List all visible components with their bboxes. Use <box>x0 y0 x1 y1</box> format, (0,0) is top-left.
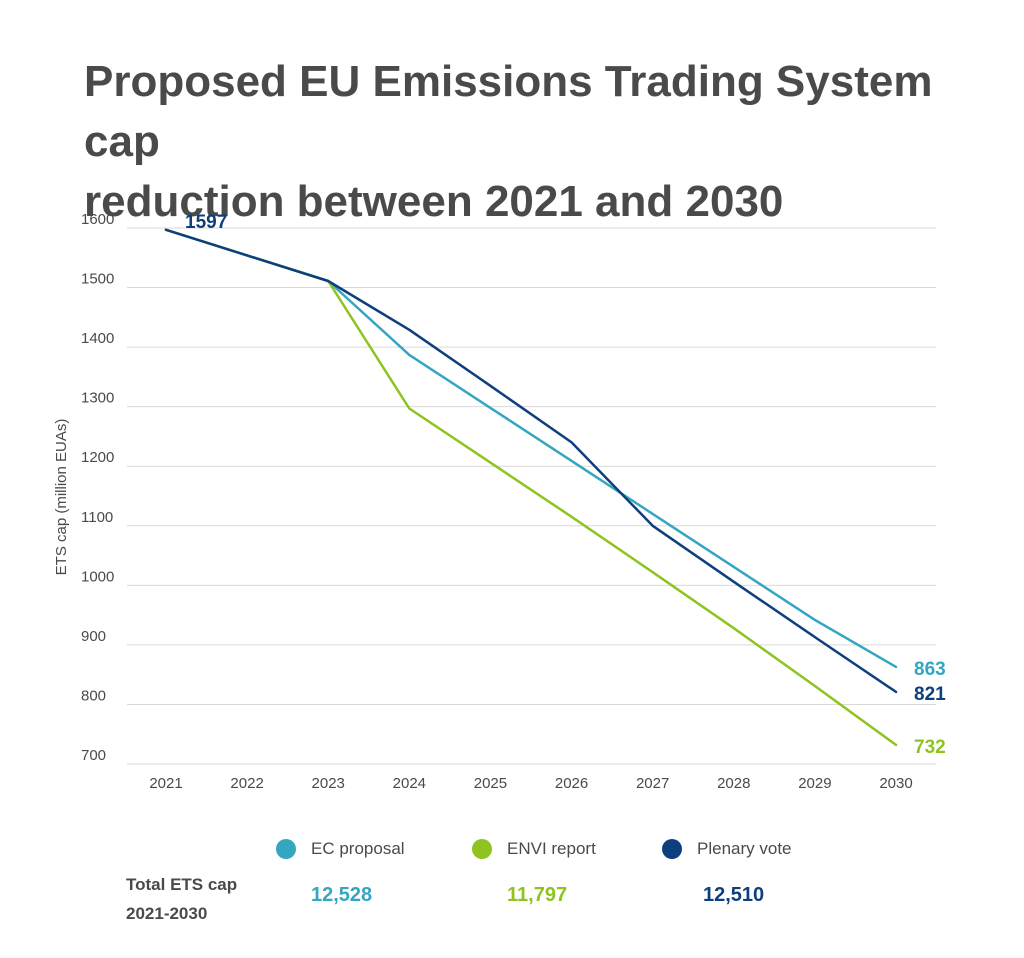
total-value-ec-proposal: 12,528 <box>311 884 373 906</box>
chart-title-line-1: Proposed EU Emissions Trading System cap <box>84 57 933 166</box>
totals-label-line-2: 2021-2030 <box>126 904 208 923</box>
series-line-plenary-vote <box>164 228 898 694</box>
x-tick-label-2023: 2023 <box>312 775 345 792</box>
x-tick-label-2027: 2027 <box>636 775 669 792</box>
y-tick-label-1500: 1500 <box>81 271 114 288</box>
y-tick-label-1000: 1000 <box>81 568 114 585</box>
legend-swatch-envi-report <box>472 839 492 859</box>
line-chart: 700 800 900 1000 1100 1200 1300 1400 1500 1600 20… <box>53 211 946 792</box>
totals-label-line-1: Total ETS cap <box>126 875 238 894</box>
end-label-plenary-vote: 821 <box>914 684 946 705</box>
totals-label: Total ETS cap 2021-2030 <box>126 870 296 928</box>
legend: EC proposal ENVI report Plenary vote <box>0 834 1024 864</box>
x-tick-label-2026: 2026 <box>555 775 588 792</box>
series-line-envi-report <box>164 228 898 747</box>
legend-label-ec-proposal: EC proposal <box>311 839 405 858</box>
legend-item-plenary-vote: Plenary vote <box>662 834 792 864</box>
total-value-envi-report: 11,797 <box>507 884 568 906</box>
series-lines <box>164 228 898 747</box>
x-tick-label-2030: 2030 <box>879 775 912 792</box>
x-tick-label-2025: 2025 <box>474 775 507 792</box>
total-value-plenary-vote: 12,510 <box>703 884 765 906</box>
end-label-envi-report: 732 <box>914 737 946 758</box>
y-tick-label-900: 900 <box>81 628 106 645</box>
y-tick-label-1400: 1400 <box>81 330 114 347</box>
legend-item-envi-report: ENVI report <box>472 834 596 864</box>
chart-title: Proposed EU Emissions Trading System cap… <box>84 52 1004 232</box>
y-tick-label-800: 800 <box>81 687 106 704</box>
legend-swatch-ec-proposal <box>276 839 296 859</box>
y-tick-label-1200: 1200 <box>81 449 114 466</box>
data-labels: 863 732 821 1597 <box>185 212 946 758</box>
x-tick-label-2028: 2028 <box>717 775 750 792</box>
y-axis-ticks: 700 800 900 1000 1100 1200 1300 1400 1500 1600 <box>81 211 114 764</box>
legend-swatch-plenary-vote <box>662 839 682 859</box>
x-tick-label-2029: 2029 <box>798 775 831 792</box>
chart-title-line-2: reduction between 2021 and 2030 <box>84 177 784 226</box>
x-tick-label-2024: 2024 <box>393 775 426 792</box>
start-value-label: 1597 <box>185 212 227 233</box>
legend-label-plenary-vote: Plenary vote <box>697 839 792 858</box>
y-tick-label-700: 700 <box>81 747 106 764</box>
legend-item-ec-proposal: EC proposal <box>276 834 405 864</box>
legend-label-envi-report: ENVI report <box>507 839 596 858</box>
end-label-ec-proposal: 863 <box>914 659 946 680</box>
gridlines <box>127 227 936 765</box>
series-line-ec-proposal <box>164 228 898 669</box>
y-tick-label-1600: 1600 <box>81 211 114 228</box>
y-tick-label-1100: 1100 <box>81 509 113 526</box>
y-axis-label: ETS cap (million EUAs) <box>53 419 70 576</box>
x-tick-label-2021: 2021 <box>149 775 182 792</box>
y-tick-label-1300: 1300 <box>81 390 114 407</box>
x-axis-ticks: 2021 2022 2023 2024 2025 2026 2027 2028 2029 2030 <box>149 775 912 792</box>
x-tick-label-2022: 2022 <box>230 775 263 792</box>
